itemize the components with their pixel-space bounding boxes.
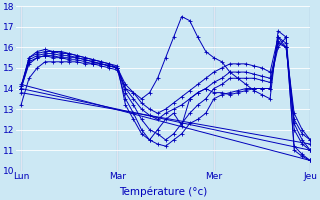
X-axis label: Température (°c): Température (°c) [119,187,207,197]
